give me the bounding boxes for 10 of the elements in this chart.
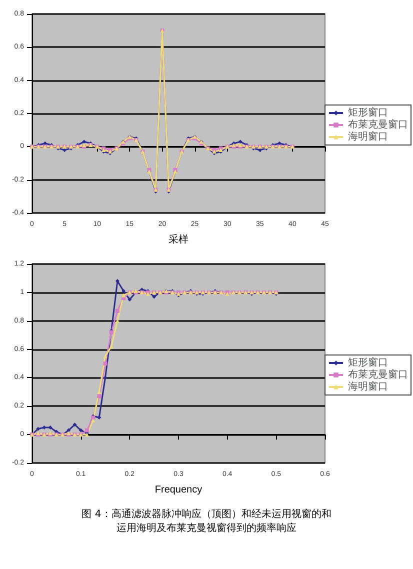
x-axis-title: 采样 bbox=[168, 234, 188, 246]
legend-label: 海明窗口 bbox=[348, 130, 388, 142]
caption: 图 4：高通滤波器脉冲响应（顶图）和经未运用视窗的和 bbox=[80, 508, 332, 522]
legend-label: 矩形窗口 bbox=[348, 106, 388, 118]
legend-label: 布莱克曼窗口 bbox=[348, 368, 408, 380]
legend-label: 海明窗口 bbox=[348, 380, 388, 392]
legend-label: 布莱克曼窗口 bbox=[348, 118, 408, 130]
x-axis-title: Frequency bbox=[154, 484, 202, 496]
legend-label: 矩形窗口 bbox=[348, 356, 388, 368]
text: 运用海明及布莱克曼视窗得到的频率响应 bbox=[116, 522, 298, 536]
